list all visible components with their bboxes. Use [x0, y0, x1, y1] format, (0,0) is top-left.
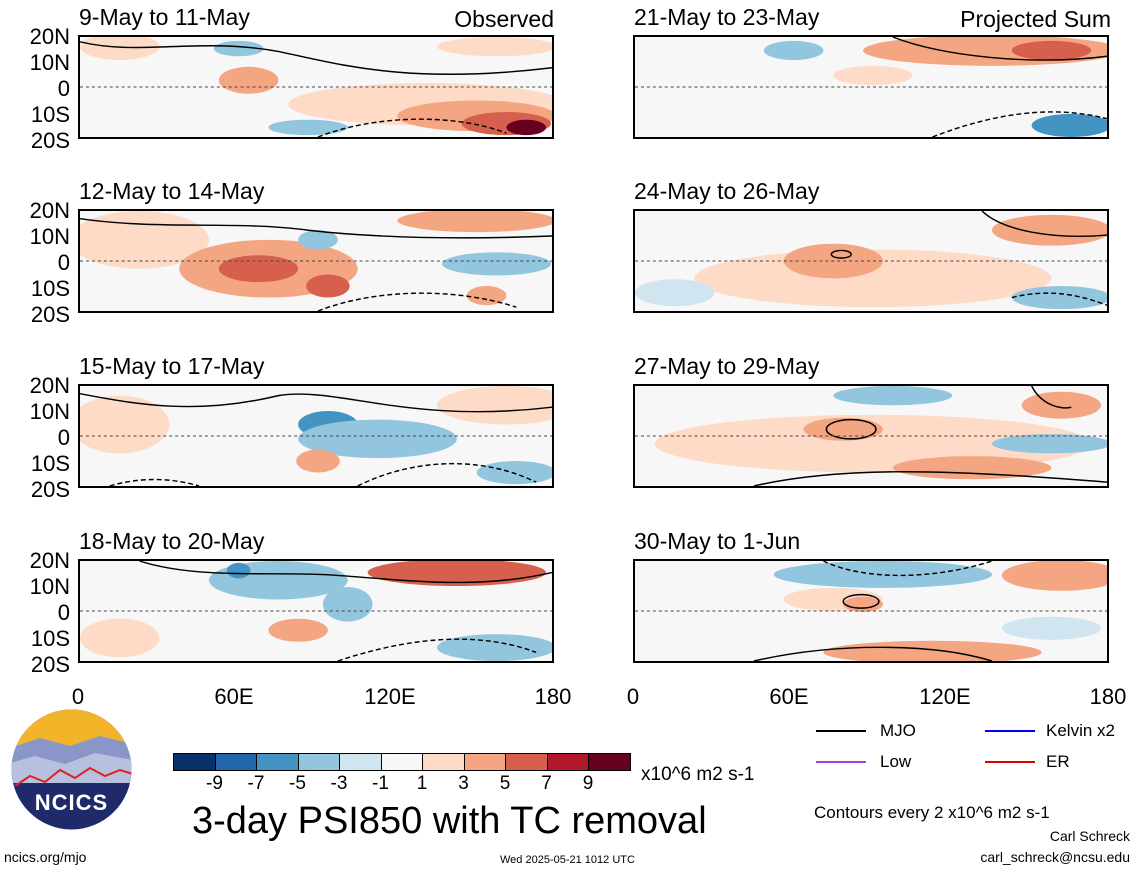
panel-title-obs-1: 9-May to 11-May	[79, 4, 250, 30]
lat-label: 20S	[30, 477, 70, 502]
lon-label: 0	[626, 684, 640, 709]
legend-er-line	[985, 761, 1035, 763]
lat-label: 10S	[30, 451, 70, 476]
legend-mjo-label: MJO	[880, 721, 916, 740]
timestamp: Wed 2025-05-21 1012 UTC	[500, 854, 635, 866]
lat-label: 10N	[29, 399, 70, 424]
colorbar-label: -1	[372, 773, 389, 794]
colorbar-swatch	[463, 753, 506, 771]
lat-label: 20N	[29, 548, 70, 573]
panel-title-proj-2: 24-May to 26-May	[634, 178, 820, 204]
lat-label: 0	[57, 76, 70, 101]
contours-note: Contours every 2 x10^6 m2 s-1	[814, 803, 1050, 822]
logo-text: NCICS	[34, 790, 109, 815]
site-link[interactable]: ncics.org/mjo	[4, 849, 87, 865]
colorbar-swatch	[214, 753, 257, 771]
panel-title-obs-4: 18-May to 20-May	[79, 528, 265, 554]
legend-er-label: ER	[1046, 752, 1070, 771]
lon-label: 60E	[769, 684, 809, 709]
lon-label: 180	[1089, 684, 1127, 709]
map-panel-proj-1	[633, 35, 1109, 139]
lat-label: 20N	[29, 373, 70, 398]
lon-label: 60E	[214, 684, 254, 709]
map-panel-proj-3	[633, 384, 1109, 488]
map-panel-proj-4	[633, 559, 1109, 663]
colorbar-label: 5	[499, 773, 511, 794]
colorbar-label: -7	[247, 773, 265, 794]
lat-label: 20N	[29, 198, 70, 223]
colorbar-label: 1	[416, 773, 428, 794]
lon-label: 120E	[364, 684, 416, 709]
lat-label: 20S	[30, 652, 70, 677]
colorbar-swatch	[422, 753, 465, 771]
colorbar-units: x10^6 m2 s-1	[641, 764, 755, 785]
lat-label: 10S	[30, 276, 70, 301]
main-title: 3-day PSI850 with TC removal	[192, 800, 707, 842]
colorbar-label: -5	[289, 773, 306, 794]
map-panel-obs-4	[78, 559, 554, 663]
lon-label: 120E	[919, 684, 971, 709]
lon-label: 180	[534, 684, 572, 709]
panel-title-obs-2: 12-May to 14-May	[79, 178, 265, 204]
lat-label: 20N	[29, 24, 70, 49]
colorbar-label: -9	[206, 773, 223, 794]
map-panel-obs-1	[78, 35, 554, 139]
colorbar-swatch	[339, 753, 382, 771]
lat-label: 10N	[29, 224, 70, 249]
map-panel-obs-2	[78, 209, 554, 313]
colorbar-swatch	[380, 753, 423, 771]
lat-label: 10S	[30, 102, 70, 127]
colorbar-label: 3	[458, 773, 469, 794]
panel-title-obs-3: 15-May to 17-May	[79, 353, 265, 379]
lat-label: 20S	[30, 302, 70, 327]
panel-title-proj-3: 27-May to 29-May	[634, 353, 820, 379]
colorbar-swatch	[256, 753, 299, 771]
legend-kelvin-label: Kelvin x2	[1046, 721, 1115, 740]
colorbar-swatch	[505, 753, 548, 771]
legend-low-label: Low	[880, 752, 912, 771]
colorbar-swatch	[297, 753, 340, 771]
author-name: Carl Schreck	[1049, 828, 1130, 844]
lat-label: 0	[57, 425, 70, 450]
colorbar-label: 9	[582, 773, 594, 794]
colorbar-swatch	[588, 753, 631, 771]
legend-kelvin-line	[985, 730, 1035, 732]
lat-label: 10N	[29, 574, 70, 599]
colorbar-swatch	[173, 753, 216, 771]
panel-title-proj-1: 21-May to 23-May	[634, 4, 820, 30]
observed-label: Observed	[454, 6, 554, 32]
colorbar-label: -3	[330, 773, 348, 794]
lat-label: 0	[57, 600, 70, 625]
lat-label: 20S	[30, 128, 70, 153]
colorbar-label: 7	[541, 773, 552, 794]
map-panel-proj-2	[633, 209, 1109, 313]
ncics-logo: NCICS	[10, 708, 133, 831]
lat-label: 10S	[30, 626, 70, 651]
lat-label: 0	[57, 250, 70, 275]
map-panel-obs-3	[78, 384, 554, 488]
colorbar-swatch	[546, 753, 589, 771]
lat-label: 10N	[29, 50, 70, 75]
lon-label: 0	[71, 684, 85, 709]
panel-title-proj-4: 30-May to 1-Jun	[634, 528, 801, 554]
projected-sum-label: Projected Sum	[960, 6, 1111, 32]
author-email[interactable]: carl_schreck@ncsu.edu	[980, 849, 1130, 865]
legend-mjo-line	[816, 730, 866, 732]
legend-low-line	[816, 761, 866, 763]
